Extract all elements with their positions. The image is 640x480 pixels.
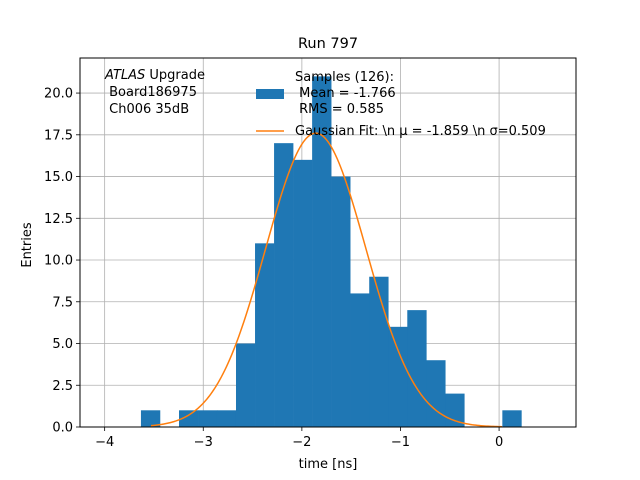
atlas-label: ATLAS xyxy=(104,68,145,83)
x-axis-label: time [ns] xyxy=(299,457,358,472)
legend-samples-line3: RMS = 0.585 xyxy=(295,102,384,117)
upgrade-label: Upgrade xyxy=(145,68,205,83)
y-tick-label: 15.0 xyxy=(44,170,73,185)
histogram-bar xyxy=(388,327,407,427)
histogram-bar xyxy=(407,310,426,427)
y-axis-label: Entries xyxy=(20,222,35,268)
y-tick-label: 7.5 xyxy=(52,295,73,310)
histogram-bar xyxy=(217,410,236,427)
channel-label: Ch006 35dB xyxy=(105,102,189,117)
x-tick-label: 0 xyxy=(495,435,503,450)
histogram-bar xyxy=(369,277,388,427)
svg-text:ATLAS Upgrade: ATLAS Upgrade xyxy=(104,68,205,83)
y-tick-label: 17.5 xyxy=(44,128,73,143)
legend-fit-label: Gaussian Fit: \n μ = -1.859 \n σ=0.509 xyxy=(295,124,546,139)
histogram-bar xyxy=(426,360,445,427)
histogram-bar xyxy=(350,293,369,427)
histogram-bar xyxy=(502,410,521,427)
y-tick-label: 0.0 xyxy=(52,421,73,436)
x-tick-label: −3 xyxy=(194,435,213,450)
y-tick-label: 2.5 xyxy=(52,379,73,394)
y-tick-label: 20.0 xyxy=(44,87,73,102)
y-tick-label: 12.5 xyxy=(44,212,73,227)
legend-samples-line2: Mean = -1.766 xyxy=(295,86,396,101)
x-tick-label: −2 xyxy=(292,435,311,450)
y-tick-label: 5.0 xyxy=(52,337,73,352)
legend-samples-line1: Samples (126): xyxy=(295,70,394,85)
x-tick-label: −1 xyxy=(391,435,410,450)
x-axis-ticks: −4 −3 −2 −1 0 xyxy=(95,427,503,450)
histogram-bar xyxy=(331,177,350,427)
legend-samples-patch xyxy=(256,89,284,99)
atlas-annotation: ATLAS Upgrade Board186975 Ch006 35dB xyxy=(104,68,205,117)
x-tick-label: −4 xyxy=(95,435,114,450)
board-label: Board186975 xyxy=(105,85,197,100)
y-axis-ticks: 0.0 2.5 5.0 7.5 10.0 12.5 15.0 17.5 20.0 xyxy=(44,87,80,436)
legend: Samples (126): Mean = -1.766 RMS = 0.585… xyxy=(256,70,546,139)
chart-title: Run 797 xyxy=(298,36,358,52)
histogram-bar xyxy=(255,243,274,427)
histogram-bar xyxy=(236,344,255,427)
histogram-bar xyxy=(293,160,312,427)
y-tick-label: 10.0 xyxy=(44,254,73,269)
histogram-bar xyxy=(198,410,217,427)
